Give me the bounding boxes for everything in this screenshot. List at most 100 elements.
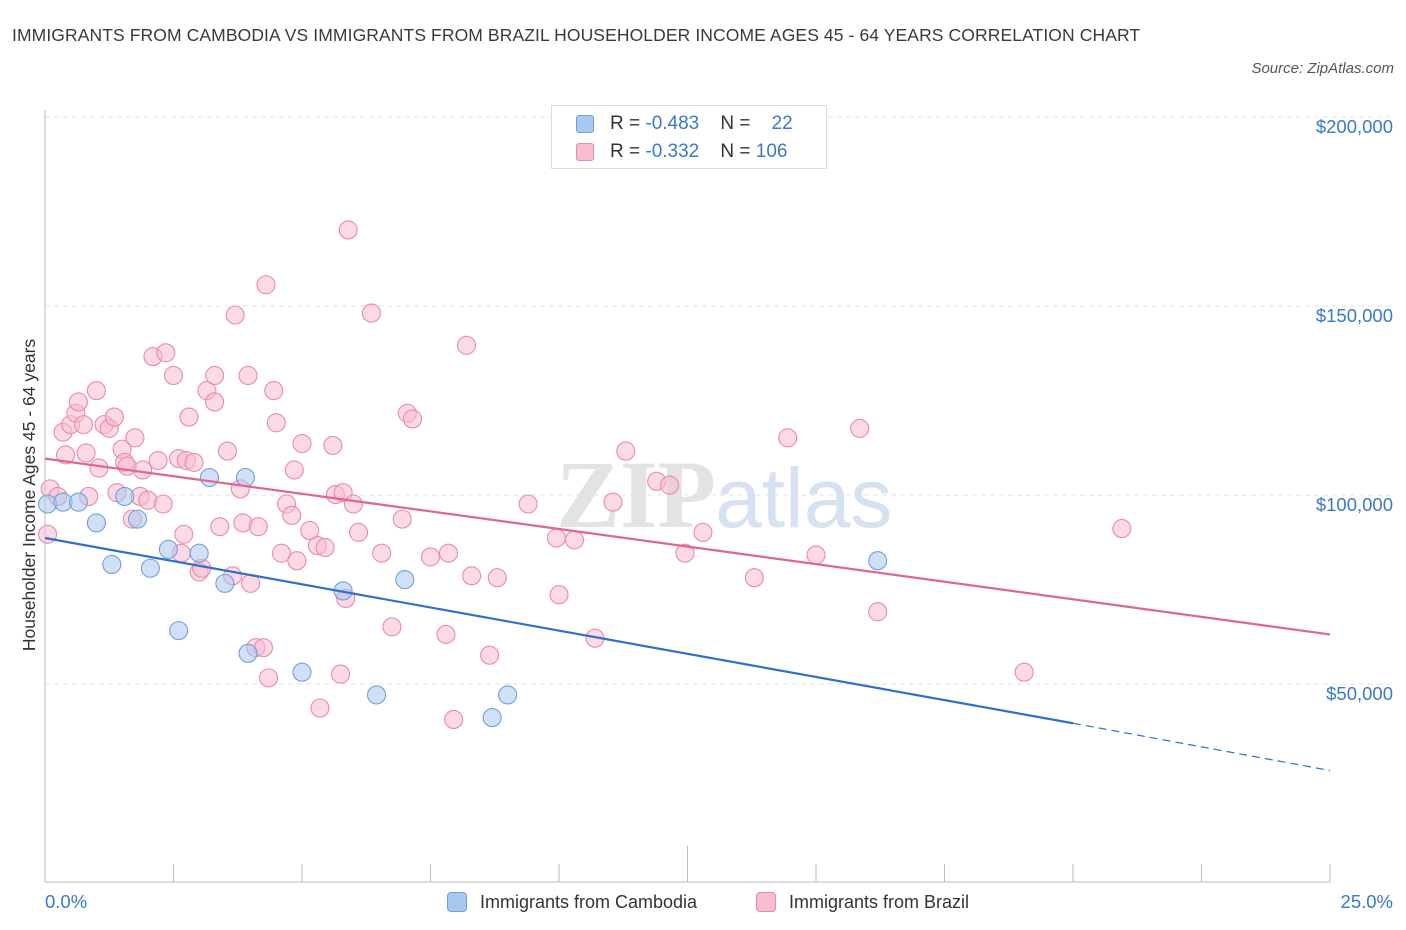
point-brazil <box>205 365 225 386</box>
y-tick-label: $50,000 <box>1326 683 1393 704</box>
point-brazil <box>564 530 584 550</box>
point-brazil <box>217 441 238 461</box>
point-brazil <box>806 545 826 565</box>
axis-labels: $50,000 $100,000 $150,000 $200,000 0.0% 25.0%… <box>19 116 1393 912</box>
legend-n-value: 106 <box>755 141 788 162</box>
point-brazil <box>338 220 358 240</box>
point-brazil <box>184 452 204 472</box>
point-brazil <box>68 392 88 412</box>
bottom-legend-swatch-cambodia <box>447 892 467 912</box>
point-brazil <box>315 537 335 558</box>
trend-lines <box>44 457 1331 772</box>
point-brazil <box>287 551 307 571</box>
y-tick-label: $100,000 <box>1316 494 1393 515</box>
source-label: Source: ZipAtlas.com <box>1251 60 1394 77</box>
point-cambodia <box>482 708 502 728</box>
point-brazil <box>133 460 153 480</box>
point-brazil <box>603 492 623 512</box>
point-brazil <box>480 645 500 665</box>
bottom-legend-label-cambodia: Immigrants from Cambodia <box>480 892 698 912</box>
legend-r-label: R = <box>610 113 646 134</box>
point-brazil <box>76 443 96 463</box>
point-cambodia <box>86 513 106 533</box>
point-cambodia <box>189 543 209 563</box>
point-brazil <box>330 664 351 684</box>
point-brazil <box>148 450 168 471</box>
x-tick-label: 25.0% <box>1341 891 1393 912</box>
legend-n-label: N = <box>720 113 756 134</box>
point-brazil <box>205 392 225 412</box>
point-brazil <box>382 617 402 637</box>
point-brazil <box>420 547 441 567</box>
point-brazil <box>86 381 106 401</box>
trend-line-cambodia <box>44 536 1074 725</box>
point-cambodia <box>68 492 88 512</box>
point-brazil <box>392 509 412 529</box>
point-brazil <box>456 335 477 355</box>
point-cambodia <box>366 685 387 705</box>
gridlines <box>45 116 1395 685</box>
point-brazil <box>292 433 312 454</box>
point-brazil <box>659 475 680 495</box>
point-brazil <box>284 460 304 480</box>
point-cambodia <box>868 551 888 571</box>
point-brazil <box>348 522 369 542</box>
point-brazil <box>444 709 464 730</box>
y-axis-label: Householder Income Ages 45 - 64 years <box>19 339 39 652</box>
point-brazil <box>402 409 423 429</box>
point-brazil <box>156 343 176 363</box>
point-brazil <box>850 418 870 438</box>
point-brazil <box>1014 662 1034 682</box>
x-tick-label: 0.0% <box>45 891 87 912</box>
data-points <box>38 220 1132 730</box>
point-brazil <box>104 407 124 427</box>
point-brazil <box>259 668 279 688</box>
bottom-legend-label-brazil: Immigrants from Brazil <box>789 892 970 912</box>
chart-title: IMMIGRANTS FROM CAMBODIA VS IMMIGRANTS F… <box>12 25 1141 45</box>
y-tick-label: $150,000 <box>1316 305 1393 326</box>
point-cambodia <box>235 467 256 488</box>
point-brazil <box>361 303 381 323</box>
legend-r-value: -0.483 <box>645 113 700 134</box>
point-brazil <box>744 568 764 588</box>
stats-legend: R = -0.483 N = 22 R = -0.332 N = 106 <box>551 105 827 169</box>
point-brazil <box>616 441 636 461</box>
legend-n-value: 22 <box>771 113 793 134</box>
point-brazil <box>271 543 291 563</box>
point-cambodia <box>395 570 415 590</box>
point-cambodia <box>238 643 258 663</box>
point-brazil <box>256 275 276 295</box>
point-brazil <box>487 568 507 588</box>
trend-line-cambodia-extension <box>1072 722 1331 772</box>
y-tick-label: $200,000 <box>1316 116 1393 137</box>
point-brazil <box>518 494 538 514</box>
point-brazil <box>546 528 566 548</box>
point-brazil <box>1112 519 1132 539</box>
point-cambodia <box>140 558 160 578</box>
point-brazil <box>868 602 888 622</box>
point-brazil <box>163 365 184 386</box>
point-cambodia <box>102 554 122 575</box>
point-brazil <box>225 305 245 325</box>
point-brazil <box>125 428 145 448</box>
watermark-zip: ZIP <box>556 441 716 548</box>
watermark-atlas: atlas <box>715 451 892 545</box>
point-brazil <box>179 407 199 427</box>
point-brazil <box>174 524 194 544</box>
point-cambodia <box>199 467 220 488</box>
point-brazil <box>323 435 343 455</box>
point-brazil <box>778 428 798 448</box>
point-brazil <box>74 415 94 435</box>
point-cambodia <box>292 662 312 682</box>
point-cambodia <box>169 621 189 641</box>
point-brazil <box>693 522 713 542</box>
point-brazil <box>675 543 695 563</box>
trend-line-brazil <box>44 457 1331 636</box>
legend-swatch-cambodia <box>576 115 594 133</box>
bottom-legend-swatch-brazil <box>756 892 776 912</box>
point-brazil <box>210 517 230 537</box>
point-brazil <box>238 365 258 386</box>
point-cambodia <box>158 539 178 559</box>
point-brazil <box>300 520 320 541</box>
